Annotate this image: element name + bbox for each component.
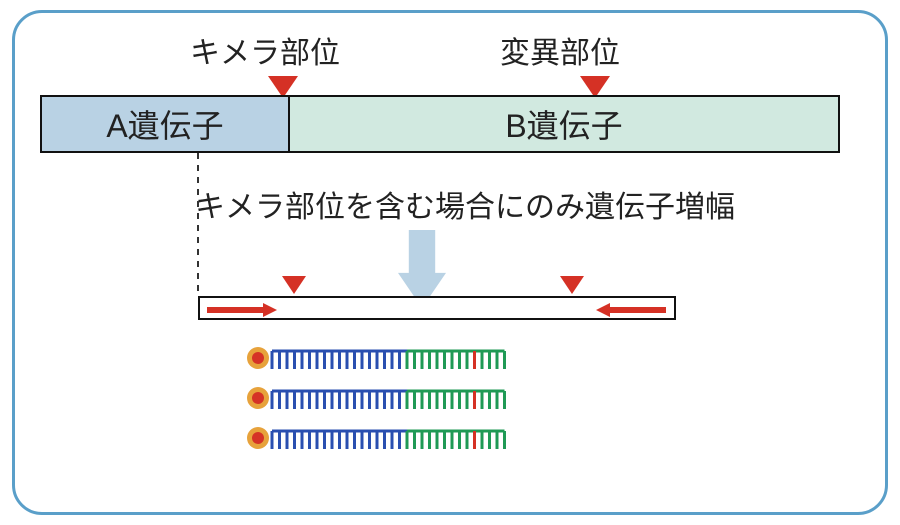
mutation-site-marker-small-icon xyxy=(560,276,584,294)
label-amplify-note: キメラ部位を含む場合にのみ遺伝子増幅 xyxy=(195,182,735,226)
primer-reverse-arrow-icon xyxy=(596,303,666,317)
label-chimera-site: キメラ部位 xyxy=(190,28,340,72)
gene-a-box: A遺伝子 xyxy=(40,95,288,153)
sequence-read-2 xyxy=(244,383,517,413)
primer-forward-arrow-icon xyxy=(207,303,277,317)
gene-b-label: B遺伝子 xyxy=(505,101,622,147)
label-mutation-site: 変異部位 xyxy=(500,28,620,72)
chimera-site-marker-small-icon xyxy=(282,276,306,294)
gene-b-box: B遺伝子 xyxy=(288,95,840,153)
dashed-guide-line xyxy=(196,153,200,296)
sequence-read-1 xyxy=(244,343,517,373)
gene-a-label: A遺伝子 xyxy=(106,101,223,147)
sequence-read-3 xyxy=(244,423,517,453)
